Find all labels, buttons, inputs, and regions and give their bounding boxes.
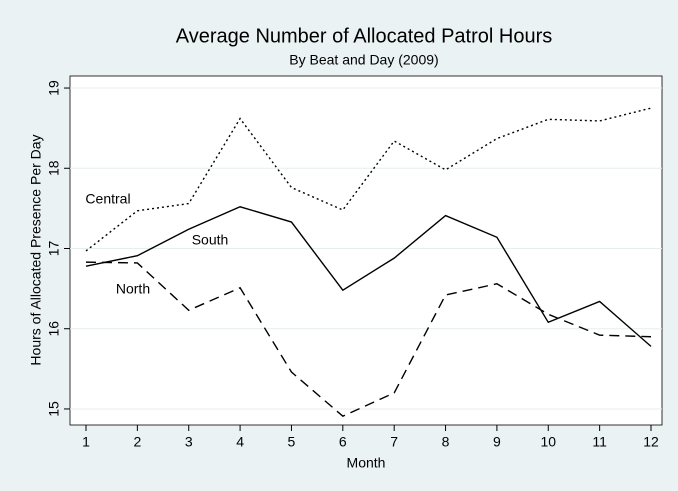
x-tick-label: 5	[288, 434, 296, 450]
series-label: North	[116, 281, 150, 297]
y-tick-label: 16	[46, 321, 62, 337]
x-axis-label: Month	[347, 455, 386, 471]
x-tick-label: 4	[236, 434, 244, 450]
x-tick-label: 10	[540, 434, 556, 450]
series-line	[85, 261, 652, 417]
y-tick-label: 19	[46, 80, 62, 96]
y-tick-label: 17	[46, 240, 62, 256]
x-tick-label: 8	[442, 434, 450, 450]
series-label: Central	[85, 191, 130, 207]
x-tick-label: 7	[390, 434, 398, 450]
x-tick-label: 2	[133, 434, 141, 450]
x-tick-label: 11	[592, 434, 607, 450]
series-line	[85, 107, 652, 252]
x-tick-label: 3	[185, 434, 193, 450]
x-tick-label: 6	[339, 434, 347, 450]
x-tick-label: 9	[493, 434, 501, 450]
series-line	[85, 206, 652, 347]
chart-title: Average Number of Allocated Patrol Hours	[176, 25, 553, 47]
plot-area	[69, 75, 663, 426]
series-label: South	[192, 232, 229, 248]
chart-subtitle: By Beat and Day (2009)	[289, 52, 438, 68]
y-tick-label: 15	[46, 401, 62, 417]
x-tick-label: 1	[82, 434, 90, 450]
y-tick-label: 18	[46, 160, 62, 176]
y-axis-label: Hours of Allocated Presence Per Day	[28, 134, 44, 365]
x-tick-label: 12	[643, 434, 659, 450]
